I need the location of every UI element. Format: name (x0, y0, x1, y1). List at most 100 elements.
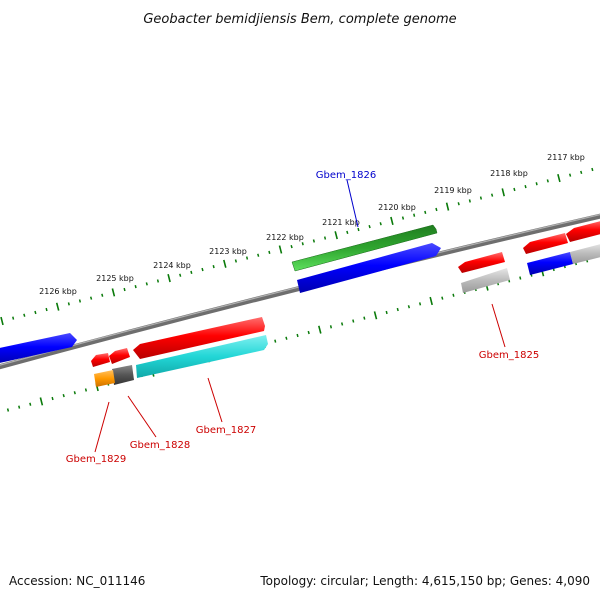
ruler-minor-tick (340, 322, 344, 326)
ruler-minor-tick (519, 276, 522, 280)
ruler-minor-tick (546, 179, 549, 183)
map-title: Geobacter bemidjiensis Bem, complete gen… (143, 12, 456, 27)
ruler-minor-tick (296, 333, 299, 338)
ruler-minor-tick (34, 310, 37, 315)
ruler-minor-tick (379, 222, 382, 226)
label-gbem-1828[interactable]: Gbem_1828 (130, 440, 190, 451)
ruler-major-tick (557, 173, 561, 183)
ruler-minor-tick (234, 259, 238, 263)
tick-label-2125: 2125 kbp (96, 274, 134, 283)
ruler-minor-tick (179, 273, 182, 277)
ruler-minor-tick (368, 225, 371, 229)
gene-gbem-1826-feature[interactable] (291, 224, 438, 272)
ruler-minor-tick (457, 202, 460, 206)
ruler-minor-tick (67, 302, 70, 306)
gene-edge-blue[interactable] (527, 252, 573, 275)
tick-label-2120: 2120 kbp (378, 203, 416, 212)
summary-text: Topology: circular; Length: 4,615,150 bp… (260, 574, 590, 588)
tick-label-2122: 2122 kbp (266, 233, 304, 242)
ruler-minor-tick (385, 310, 388, 315)
label-gbem-1825[interactable]: Gbem_1825 (479, 350, 539, 361)
ruler-minor-tick (352, 319, 355, 323)
ruler-minor-tick (479, 196, 483, 200)
label-gbem-1827[interactable]: Gbem_1827 (196, 425, 256, 436)
ruler-minor-tick (156, 279, 160, 283)
label-gbem-1829[interactable]: Gbem_1829 (66, 454, 126, 465)
leader-gbem-1826 (346, 179, 359, 228)
ruler-minor-tick (62, 394, 65, 398)
ruler-major-tick (429, 296, 433, 306)
ruler-major-tick (55, 302, 60, 311)
ruler-minor-tick (363, 316, 366, 320)
leader-gbem-1829 (94, 401, 110, 453)
gene-gbem-1827-cds[interactable] (133, 317, 265, 359)
ruler-minor-tick (329, 325, 333, 329)
ruler-minor-tick (212, 265, 215, 269)
gene-gbem-1825-feature[interactable] (461, 268, 510, 293)
ruler-minor-tick (84, 388, 88, 392)
tick-label-2117: 2117 kbp (547, 153, 585, 162)
ruler-minor-tick (307, 330, 310, 335)
ruler-minor-tick (407, 305, 411, 309)
gene-edge-lightgray[interactable] (570, 243, 600, 264)
ruler-minor-tick (290, 245, 293, 249)
ruler-minor-tick (285, 336, 288, 340)
ruler-minor-tick (535, 182, 538, 186)
ruler-minor-tick (418, 302, 422, 306)
label-gbem-1826[interactable]: Gbem_1826 (316, 170, 376, 181)
ruler-minor-tick (145, 282, 148, 286)
ruler-minor-tick (568, 173, 572, 177)
tick-label-2119: 2119 kbp (434, 186, 472, 195)
gene-gbem-1827-feature[interactable] (136, 335, 268, 378)
ruler-minor-tick (591, 167, 594, 172)
ruler-minor-tick (401, 216, 405, 220)
ruler-minor-tick (190, 270, 193, 274)
ruler-major-tick (111, 288, 116, 297)
tick-label-2123: 2123 kbp (209, 247, 247, 256)
ruler-minor-tick (12, 316, 15, 320)
leader-gbem-1825 (491, 303, 506, 348)
gene-gbem-1829-cds[interactable] (91, 353, 110, 367)
ruler-minor-tick (51, 396, 54, 401)
ruler-minor-tick (441, 296, 444, 300)
ruler-minor-tick (413, 213, 416, 217)
ruler-minor-tick (346, 230, 349, 234)
ruler-minor-tick (245, 256, 249, 260)
ruler-major-tick (390, 216, 394, 225)
ruler-minor-tick (580, 170, 583, 174)
ruler-minor-tick (323, 236, 327, 240)
tick-label-2118: 2118 kbp (490, 169, 528, 178)
ruler-minor-tick (18, 405, 21, 409)
ruler-minor-tick (101, 293, 104, 297)
ruler-minor-tick (396, 307, 399, 312)
gene-edge-red-2[interactable] (566, 220, 600, 242)
ruler-major-tick (334, 231, 338, 240)
ruler-major-tick (373, 311, 378, 320)
tick-label-2121: 2121 kbp (322, 218, 360, 227)
ruler-major-tick (167, 274, 171, 283)
leader-gbem-1827 (207, 377, 223, 423)
ruler-minor-tick (45, 307, 48, 312)
gene-edge-red-1[interactable] (523, 233, 568, 254)
tick-label-2126: 2126 kbp (39, 287, 77, 296)
accession-text: Accession: NC_011146 (9, 574, 146, 588)
ruler-labels: 2117 kbp 2118 kbp 2119 kbp 2120 kbp 2121… (39, 153, 585, 296)
gene-left-edge-blue[interactable] (0, 333, 77, 364)
ruler-minor-tick (29, 402, 32, 406)
ruler-minor-tick (424, 210, 427, 214)
ruler-minor-tick (134, 285, 137, 289)
ruler-minor-tick (435, 207, 438, 212)
gene-gbem-1829-feature[interactable] (94, 370, 115, 387)
ruler-minor-tick (452, 293, 455, 297)
gene-gbem-1825-cds[interactable] (458, 252, 505, 273)
ruler-major-tick (278, 245, 283, 254)
ruler-minor-tick (468, 199, 471, 203)
ruler-minor-tick (201, 267, 204, 272)
gene-gbem-1828-feature[interactable] (112, 365, 134, 385)
ruler-minor-tick (23, 313, 26, 317)
gene-gbem-1826-cds[interactable] (297, 243, 441, 293)
ruler-major-tick (318, 325, 322, 334)
gene-gbem-1828-cds[interactable] (109, 348, 130, 364)
ruler-major-tick (445, 202, 450, 211)
